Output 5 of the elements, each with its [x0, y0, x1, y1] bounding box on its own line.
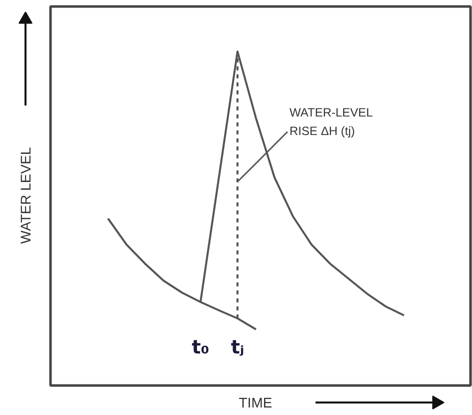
y-axis-title: WATER LEVEL: [18, 147, 34, 244]
x-axis-title: TIME: [238, 394, 272, 410]
x-tick-label: t₀: [192, 336, 210, 358]
x-tick-label: tⱼ: [230, 336, 244, 358]
annotation: WATER-LEVEL RISE ΔH (tj): [290, 106, 374, 138]
